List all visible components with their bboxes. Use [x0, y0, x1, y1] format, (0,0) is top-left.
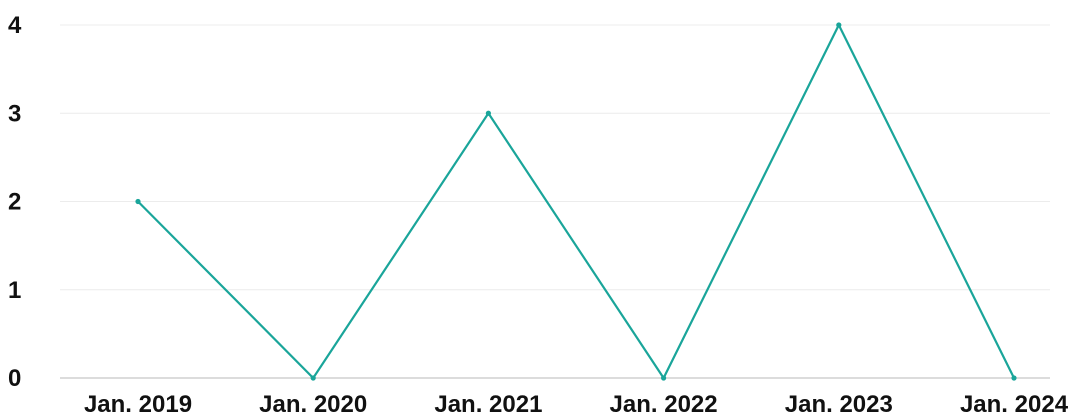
series-group: [135, 22, 1017, 381]
x-tick-label: Jan. 2024: [960, 391, 1069, 418]
x-tick-label: Jan. 2019: [84, 391, 192, 418]
y-tick-label: 3: [8, 100, 21, 127]
data-point: [485, 110, 491, 116]
data-point: [661, 375, 667, 381]
y-axis: 0 1 2 3 4: [8, 12, 22, 392]
series-line-0: [137, 22, 1015, 381]
data-point: [1011, 375, 1017, 381]
x-tick-label: Jan. 2023: [785, 391, 893, 418]
y-tick-label: 0: [8, 365, 21, 392]
x-tick-label: Jan. 2021: [434, 391, 542, 418]
y-tick-label: 1: [8, 277, 21, 304]
y-tick-label: 2: [8, 189, 21, 216]
x-tick-label: Jan. 2022: [610, 391, 718, 418]
data-point: [310, 375, 316, 381]
x-axis: Jan. 2019 Jan. 2020 Jan. 2021 Jan. 2022 Jan.…: [84, 391, 1069, 418]
gridlines: [60, 24, 1050, 379]
data-point: [135, 198, 141, 205]
x-tick-label: Jan. 2020: [259, 391, 367, 418]
data-point: [836, 22, 842, 28]
y-tick-label: 4: [8, 12, 22, 39]
